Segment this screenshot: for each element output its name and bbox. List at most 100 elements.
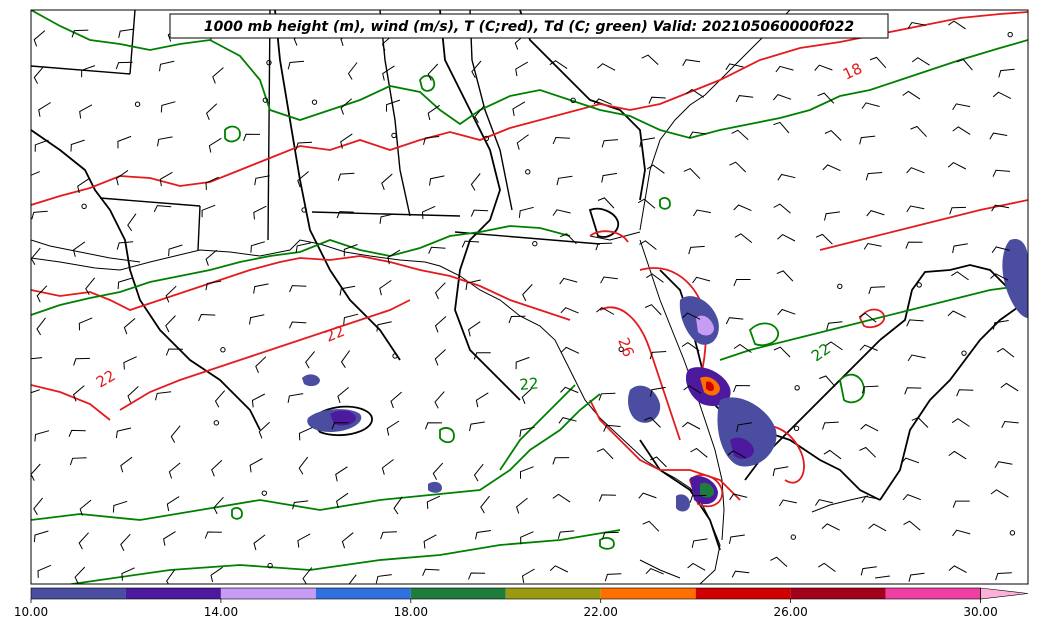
calm-wind-marker bbox=[1009, 530, 1016, 536]
wind-barb bbox=[475, 530, 491, 540]
wind-barb bbox=[603, 424, 621, 432]
calm-wind-marker bbox=[81, 203, 87, 210]
calm-wind-marker bbox=[311, 99, 318, 105]
wind-barb bbox=[948, 450, 967, 460]
wind-barb bbox=[376, 321, 392, 332]
wind-barb bbox=[127, 386, 139, 403]
wind-barb bbox=[292, 500, 309, 510]
wind-barb bbox=[725, 317, 744, 325]
wind-barb bbox=[992, 169, 1011, 177]
wind-barb bbox=[560, 307, 579, 314]
wind-barb bbox=[116, 241, 134, 250]
wind-barb bbox=[205, 249, 218, 266]
wind-barb bbox=[556, 175, 573, 186]
wind-barb bbox=[426, 495, 441, 509]
colorbar: 10.00 14.00 18.00 22.00 26.00 30.00 bbox=[14, 587, 1029, 619]
wind-barb bbox=[72, 241, 86, 257]
colorbar-tick-label: 14.00 bbox=[204, 605, 238, 619]
wind-barb bbox=[643, 416, 661, 428]
colorbar-bins bbox=[30, 587, 1029, 600]
colorbar-tick-label: 10.00 bbox=[14, 605, 48, 619]
colorbar-tick-label: 22.00 bbox=[584, 605, 618, 619]
wind-barb bbox=[731, 129, 749, 141]
wind-barb bbox=[85, 277, 96, 295]
wind-barb bbox=[249, 314, 265, 325]
calm-wind-marker bbox=[220, 347, 226, 353]
wind-barb bbox=[861, 102, 880, 109]
wind-barb bbox=[518, 206, 534, 218]
wind-barb bbox=[206, 103, 218, 120]
wind-barb bbox=[992, 91, 1012, 100]
wind-barb bbox=[251, 393, 266, 408]
wind-barb bbox=[250, 241, 265, 253]
wind-barb bbox=[153, 205, 172, 213]
wind-barb bbox=[515, 61, 529, 77]
wind-barb bbox=[343, 313, 359, 325]
temperature-label-26: 26 bbox=[614, 335, 637, 359]
wind-barb bbox=[78, 532, 89, 550]
wind-barb bbox=[735, 95, 754, 103]
colorbar-extend-arrow bbox=[980, 587, 1029, 600]
calm-wind-marker bbox=[261, 490, 268, 496]
wind-barbs bbox=[31, 20, 1019, 584]
wind-barb bbox=[69, 457, 87, 466]
wind-barb bbox=[382, 65, 395, 81]
wind-barb bbox=[903, 520, 921, 531]
wind-barb bbox=[336, 492, 349, 509]
wind-barb bbox=[381, 173, 393, 190]
wind-barb bbox=[31, 171, 40, 176]
wind-barb bbox=[36, 285, 48, 303]
wind-barb bbox=[597, 197, 615, 209]
wind-barb bbox=[337, 172, 355, 181]
wind-barb bbox=[204, 531, 222, 539]
wind-barb bbox=[910, 125, 927, 138]
wind-barb bbox=[648, 96, 666, 104]
calm-wind-marker bbox=[1007, 31, 1013, 38]
wind-barb bbox=[465, 279, 481, 290]
colorbar-bin bbox=[695, 588, 791, 599]
wind-barb bbox=[434, 349, 446, 366]
wind-barb bbox=[424, 422, 442, 430]
wind-barb bbox=[379, 213, 395, 224]
wind-barb bbox=[31, 210, 48, 220]
wind-barb bbox=[115, 427, 132, 439]
wind-barb bbox=[160, 101, 176, 113]
dewpoint-label-22-center: 22 bbox=[519, 374, 540, 394]
wind-barb bbox=[1000, 382, 1019, 392]
wind-barb bbox=[552, 457, 570, 465]
wind-barb bbox=[159, 171, 173, 187]
wind-barb bbox=[952, 500, 970, 508]
wind-barb bbox=[596, 448, 614, 460]
wind-barb bbox=[337, 387, 350, 404]
wind-barb bbox=[773, 121, 790, 134]
calm-wind-marker bbox=[618, 346, 624, 353]
wind-barb bbox=[112, 500, 128, 513]
wind-barb bbox=[380, 531, 397, 540]
wind-barb bbox=[908, 572, 925, 582]
wind-barb bbox=[688, 131, 707, 139]
wind-barb bbox=[165, 315, 176, 333]
wind-barb bbox=[375, 574, 392, 584]
wind-barb bbox=[470, 209, 489, 217]
colorbar-bin bbox=[600, 588, 696, 599]
colorbar-outline bbox=[30, 587, 981, 600]
wind-barb bbox=[165, 285, 177, 303]
calm-wind-marker bbox=[837, 283, 843, 290]
wind-barb bbox=[117, 135, 132, 149]
wind-barb bbox=[736, 422, 752, 432]
wind-barb bbox=[819, 375, 836, 387]
wind-barb bbox=[34, 139, 49, 152]
wind-barb bbox=[166, 496, 180, 512]
wind-barb bbox=[775, 65, 794, 73]
wind-barb bbox=[471, 60, 482, 79]
wind-barb bbox=[287, 60, 305, 70]
wind-barb bbox=[516, 134, 529, 150]
calm-wind-marker bbox=[392, 353, 398, 359]
wind-barb bbox=[690, 447, 708, 458]
wind-barb bbox=[639, 240, 657, 250]
wind-barb bbox=[295, 242, 312, 253]
wind-barb bbox=[390, 391, 402, 409]
wind-barb bbox=[208, 137, 222, 153]
wind-barb bbox=[297, 533, 311, 548]
wind-barb bbox=[77, 177, 90, 194]
